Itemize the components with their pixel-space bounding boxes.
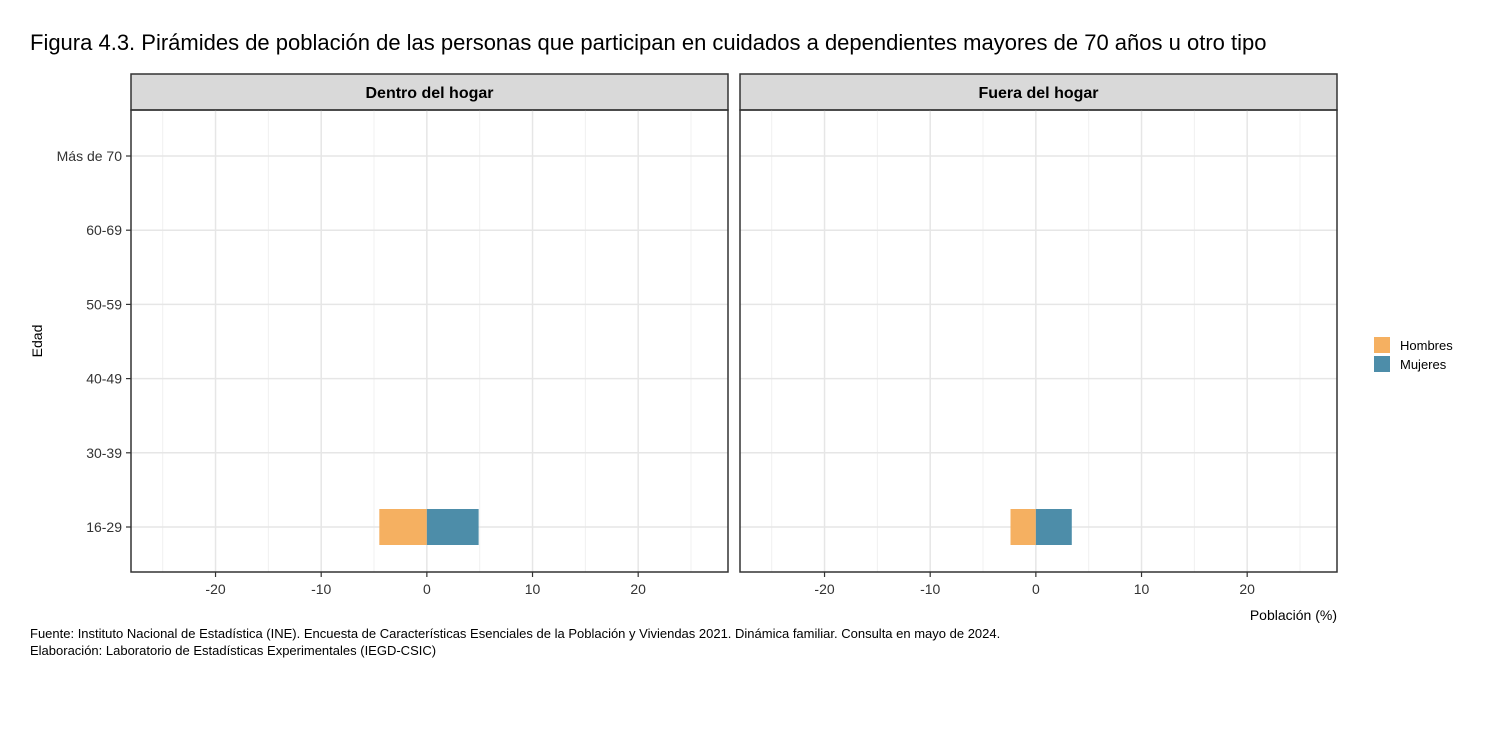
legend-label-mujeres: Mujeres — [1400, 357, 1447, 372]
y-tick-label: 40-49 — [86, 371, 122, 387]
facet-strip — [130, 73, 729, 111]
x-tick-label: -10 — [920, 581, 940, 597]
legend-swatch-mujeres — [1374, 356, 1390, 372]
facet-label: Dentro del hogar — [365, 85, 493, 102]
x-tick-label: 10 — [1134, 581, 1150, 597]
x-tick-label: -10 — [311, 581, 331, 597]
x-tick-label: -20 — [205, 581, 225, 597]
bar-mujeres — [426, 509, 479, 545]
caption-source: Fuente: Instituto Nacional de Estadístic… — [30, 626, 1000, 641]
y-tick-label: 16-29 — [86, 519, 122, 535]
facet-label: Fuera del hogar — [978, 85, 1098, 102]
facet-panel: Fuera del hogar -20 -10 0 10 20 — [739, 73, 1338, 597]
legend-swatch-hombres — [1374, 337, 1390, 353]
x-tick-label: 10 — [525, 581, 541, 597]
chart-title: Figura 4.3. Pirámides de población de la… — [30, 30, 1266, 55]
facet-panel: Dentro del hogar -20 -10 0 10 20 16-29 30-39 40-… — [57, 73, 729, 597]
facet-panels: Dentro del hogar -20 -10 0 10 20 16-29 30-39 40-… — [57, 73, 1338, 597]
x-tick-label: -20 — [814, 581, 834, 597]
panel-border — [739, 109, 1338, 573]
legend-label-hombres: Hombres — [1400, 338, 1453, 353]
x-axis-title: Población (%) — [1250, 607, 1337, 623]
bar-hombres — [1010, 509, 1036, 545]
bar-hombres — [379, 509, 427, 545]
y-tick-label: Más de 70 — [57, 148, 123, 164]
x-tick-label: 20 — [1239, 581, 1255, 597]
x-tick-label: 0 — [1032, 581, 1040, 597]
y-tick-label: 60-69 — [86, 222, 122, 238]
legend: Hombres Mujeres — [1374, 337, 1453, 372]
y-tick-label: 30-39 — [86, 445, 122, 461]
y-tick-label: 50-59 — [86, 296, 122, 312]
x-tick-label: 0 — [423, 581, 431, 597]
caption-elaboration: Elaboración: Laboratorio de Estadísticas… — [30, 643, 436, 658]
y-axis-title: Edad — [29, 325, 45, 358]
panel-border — [130, 109, 729, 573]
x-tick-label: 20 — [630, 581, 646, 597]
bar-mujeres — [1035, 509, 1072, 545]
